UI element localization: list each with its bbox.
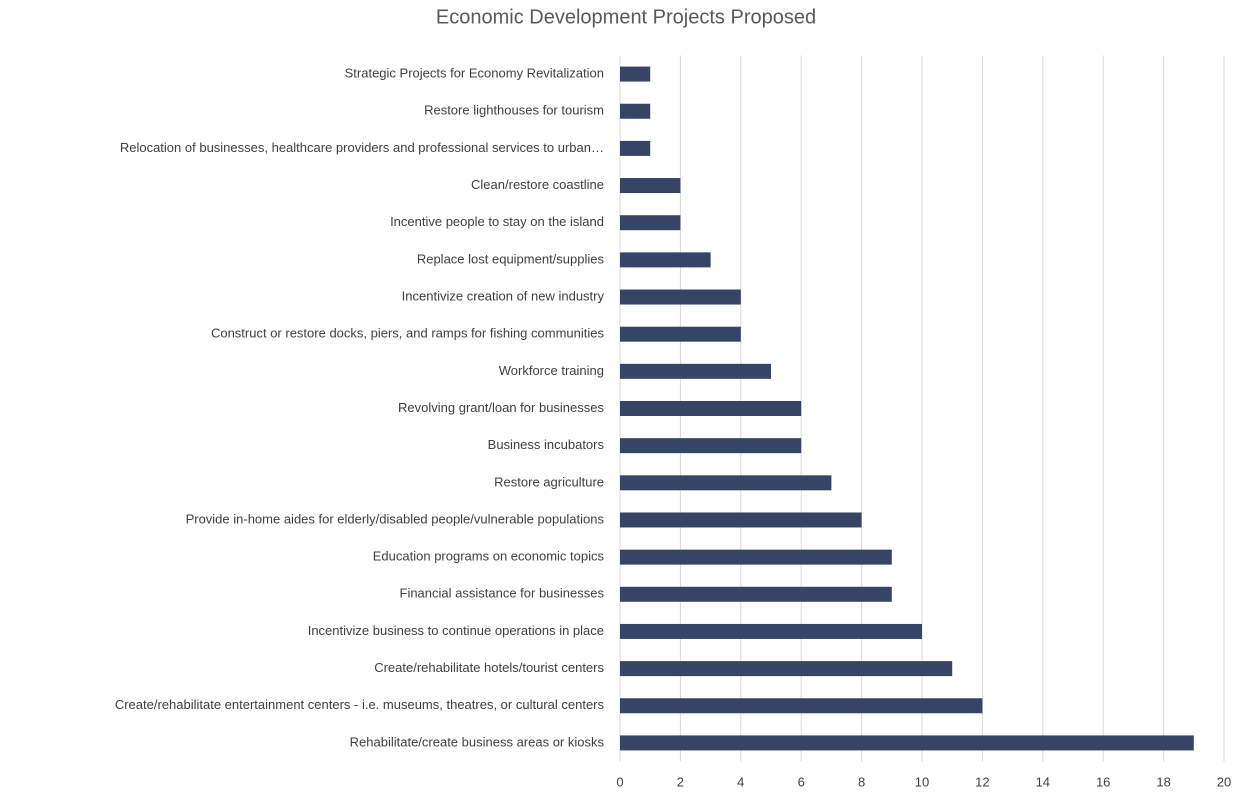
y-tick-label: Restore lighthouses for tourism [424, 103, 604, 118]
y-tick-label: Create/rehabilitate entertainment center… [115, 697, 605, 712]
bar [620, 103, 651, 119]
y-tick-label: Rehabilitate/create business areas or ki… [350, 734, 605, 749]
x-tick-label: 8 [858, 774, 865, 789]
y-tick-label: Workforce training [499, 363, 604, 378]
y-tick-label: Clean/restore coastline [471, 177, 604, 192]
x-tick-label: 2 [677, 774, 684, 789]
y-tick-label: Replace lost equipment/supplies [417, 251, 605, 266]
y-tick-label: Provide in-home aides for elderly/disabl… [186, 511, 605, 526]
y-tick-label: Construct or restore docks, piers, and r… [211, 326, 605, 341]
y-tick-label: Incentivize business to continue operati… [308, 623, 604, 638]
bar [620, 698, 983, 714]
bar [620, 326, 741, 342]
x-tick-label: 20 [1217, 774, 1231, 789]
bar [620, 586, 892, 602]
bar [620, 735, 1194, 751]
y-tick-label: Relocation of businesses, healthcare pro… [120, 140, 604, 155]
bar [620, 401, 802, 416]
bar [620, 623, 922, 639]
x-tick-label: 12 [975, 774, 989, 789]
bar [620, 512, 862, 528]
y-tick-label: Incentive people to stay on the island [390, 214, 604, 229]
x-tick-label: 18 [1156, 774, 1170, 789]
y-tick-label: Financial assistance for businesses [400, 586, 605, 601]
bar [620, 661, 953, 677]
bar [620, 178, 681, 194]
x-tick-label: 6 [798, 774, 805, 789]
y-tick-label: Create/rehabilitate hotels/tourist cente… [374, 660, 604, 675]
x-tick-label: 0 [616, 774, 623, 789]
bar [620, 549, 892, 565]
x-tick-label: 16 [1096, 774, 1110, 789]
bar [620, 438, 802, 454]
y-tick-label: Business incubators [488, 437, 605, 452]
y-tick-label: Incentivize creation of new industry [402, 288, 605, 303]
bar [620, 289, 741, 305]
bar [620, 66, 651, 82]
y-tick-label: Strategic Projects for Economy Revitaliz… [345, 66, 604, 81]
bar [620, 363, 771, 379]
x-tick-label: 4 [737, 774, 744, 789]
x-tick-label: 10 [915, 774, 929, 789]
bar [620, 215, 681, 231]
bar [620, 475, 832, 491]
bar [620, 140, 651, 156]
y-tick-label: Restore agriculture [494, 474, 604, 489]
bar [620, 252, 711, 268]
chart-title: Economic Development Projects Proposed [436, 6, 816, 28]
y-tick-label: Revolving grant/loan for businesses [398, 400, 604, 415]
x-tick-label: 14 [1036, 774, 1050, 789]
y-tick-label: Education programs on economic topics [373, 549, 605, 564]
